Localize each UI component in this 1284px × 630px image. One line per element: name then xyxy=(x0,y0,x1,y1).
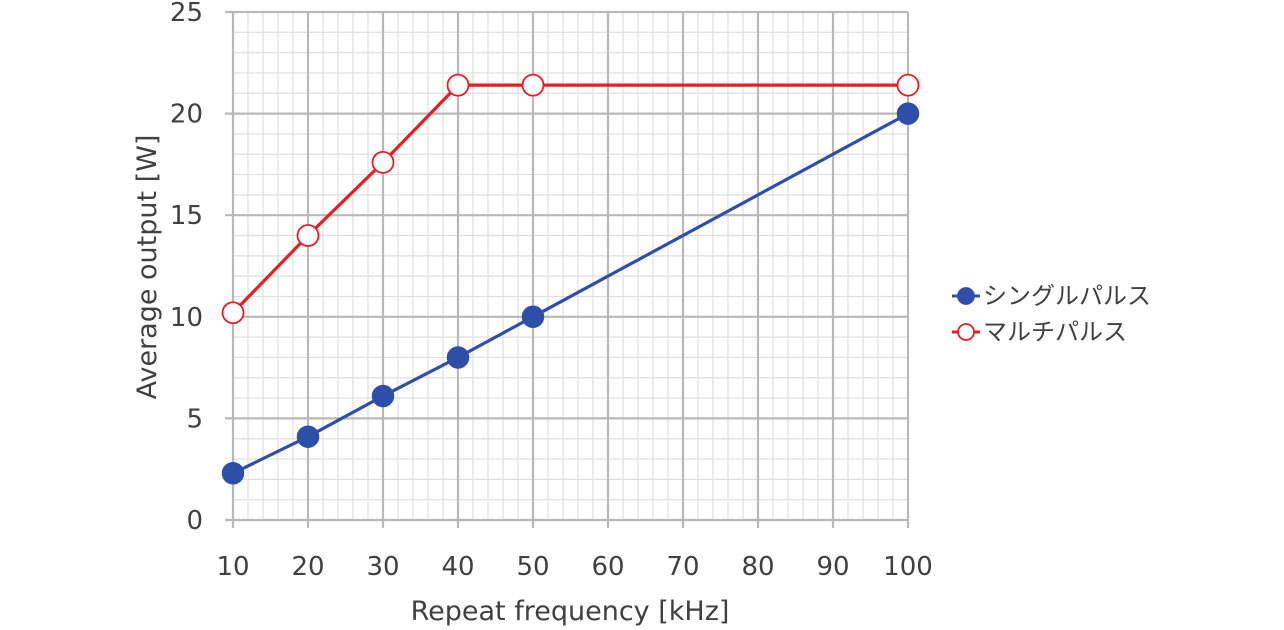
x-tick-label: 80 xyxy=(741,552,774,582)
data-point xyxy=(221,301,245,325)
data-point xyxy=(896,102,920,125)
x-tick-label: 30 xyxy=(366,552,399,582)
data-point xyxy=(371,384,395,408)
data-point xyxy=(446,73,470,97)
legend-item: マルチパルス xyxy=(952,318,1127,346)
series-line xyxy=(231,83,908,314)
data-point xyxy=(896,73,920,97)
series-layer xyxy=(221,73,920,485)
data-point xyxy=(521,305,545,329)
legend-item: シングルパルス xyxy=(952,282,1151,310)
series-2 xyxy=(221,73,920,325)
legend-label: シングルパルス xyxy=(983,282,1151,310)
x-tick-label: 90 xyxy=(816,552,849,582)
y-axis-title: Average output [W] xyxy=(132,135,163,400)
series-line xyxy=(232,112,909,475)
x-tick-label: 70 xyxy=(666,552,699,582)
minor-gridlines xyxy=(233,12,908,520)
x-tick-label: 10 xyxy=(216,552,249,582)
y-tick-label: 5 xyxy=(186,404,203,434)
data-point xyxy=(521,73,545,97)
data-point xyxy=(221,462,245,485)
y-tick-label: 0 xyxy=(186,506,203,536)
x-axis-tick-labels: 10 20 30 40 50 60 70 80 90 100 xyxy=(216,552,932,582)
data-point xyxy=(371,150,395,174)
data-point xyxy=(446,346,470,369)
x-tick-label: 50 xyxy=(516,552,549,582)
y-axis-tick-labels: 0 5 10 15 20 25 xyxy=(170,0,203,536)
legend-marker xyxy=(957,287,975,305)
y-tick-label: 25 xyxy=(170,0,203,28)
y-tick-label: 15 xyxy=(170,201,203,231)
legend-marker xyxy=(957,323,975,341)
x-axis-title: Repeat frequency [kHz] xyxy=(411,596,730,627)
y-tick-label: 10 xyxy=(170,303,203,333)
y-tick-label: 20 xyxy=(170,100,203,130)
x-tick-label: 20 xyxy=(291,552,324,582)
major-gridlines xyxy=(225,10,910,528)
legend-label: マルチパルス xyxy=(983,318,1127,346)
data-point xyxy=(296,425,320,448)
x-tick-label: 60 xyxy=(591,552,624,582)
x-tick-label: 100 xyxy=(883,552,933,582)
series-1 xyxy=(221,102,920,485)
data-point xyxy=(296,224,320,247)
x-tick-label: 40 xyxy=(441,552,474,582)
